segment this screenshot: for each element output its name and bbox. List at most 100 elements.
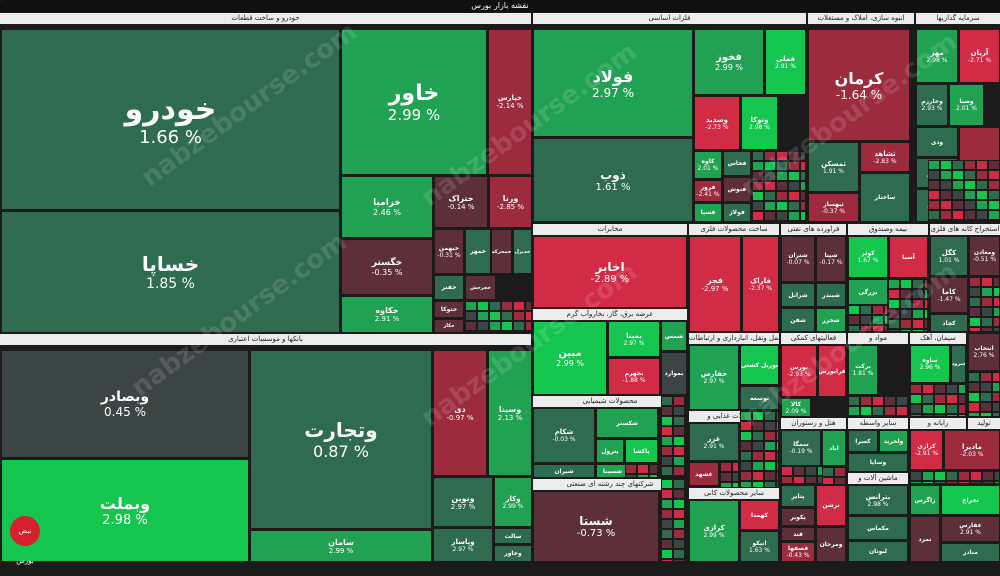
stock-tile-small[interactable] [752,441,764,451]
stock-tile-small[interactable] [720,472,732,482]
stock-tile-fvrooz[interactable]: فروز -2.41 % [694,180,722,202]
stock-tile-small[interactable] [872,396,884,406]
sector-header-metals[interactable]: فلزات اساسی [533,13,806,24]
stock-tile-small[interactable] [900,309,912,319]
stock-tile-shasta[interactable]: شستا -0.73 % [533,491,659,562]
stock-tile-vtejarat[interactable]: وتجارت 0.87 % [250,350,432,529]
stock-tile-small[interactable] [848,396,860,406]
stock-tile-small[interactable] [776,471,779,481]
stock-tile-small[interactable] [994,481,1000,484]
stock-tile-small[interactable] [992,412,1000,417]
stock-tile-small[interactable] [764,421,776,431]
stock-tile-small[interactable] [673,476,685,478]
stock-tile-fvalazh[interactable]: فولاژ [723,203,751,222]
stock-tile-small[interactable] [988,200,1000,210]
stock-tile-small[interactable] [988,210,1000,220]
stock-tile-ptrol[interactable]: پترول [596,439,624,463]
stock-tile-small[interactable] [752,211,764,221]
stock-tile-kmaden[interactable]: ومعادن -0.51 % [969,236,1000,276]
stock-tile-small[interactable] [958,481,970,484]
stock-tile-small[interactable] [872,315,884,325]
stock-tile-bmpna[interactable]: بمپنا 2.97 % [608,321,660,357]
stock-tile-barkat[interactable]: برکت 1.81 % [848,345,878,395]
stock-tile-vnovin[interactable]: ونوین 2.97 % [433,477,493,527]
stock-tile-small[interactable] [800,191,806,201]
stock-tile-shfan[interactable]: شفن [781,308,815,332]
stock-tile-small[interactable] [952,170,964,180]
stock-tile-small[interactable] [661,519,673,529]
stock-tile-small[interactable] [513,331,525,333]
stock-tile-small[interactable] [764,181,776,191]
stock-tile-bazrangi[interactable]: بزرگی [848,279,888,305]
stock-tile-small[interactable] [788,171,800,181]
stock-tile-small[interactable] [994,471,1000,481]
stock-tile-small[interactable] [673,426,685,436]
stock-tile-small[interactable] [922,471,934,481]
stock-tile-small[interactable] [988,220,1000,222]
stock-tile-small[interactable] [981,277,993,287]
stock-tile-small[interactable] [928,220,940,222]
stock-tile-small[interactable] [661,489,673,499]
stock-tile-small[interactable] [976,190,988,200]
stock-tile-fkhooz[interactable]: فخوز 2.99 % [694,29,764,95]
stock-tile-small[interactable] [764,201,776,211]
stock-tile-small[interactable] [649,464,658,474]
sector-header-refinery[interactable]: فراورده های نفتی [781,224,846,235]
stock-tile-small[interactable] [625,464,637,474]
stock-tile-small[interactable] [661,499,673,509]
stock-tile-small[interactable] [776,421,779,431]
stock-tile-small[interactable] [788,191,800,201]
stock-tile-small[interactable] [934,481,946,484]
stock-tile-vrana[interactable]: ورنا -2.85 % [489,176,532,228]
stock-tile-lbuta[interactable]: لبوتان [848,541,908,562]
stock-tile-small[interactable] [928,160,940,170]
stock-tile-vbsader[interactable]: وبصادر 0.45 % [1,350,249,458]
stock-tile-small[interactable] [924,319,928,329]
stock-tile-small[interactable] [988,170,1000,180]
stock-tile-small[interactable] [685,479,687,489]
stock-tile-vkhavar[interactable]: وخاور [494,545,532,562]
stock-tile-small[interactable] [981,307,993,317]
stock-tile-small[interactable] [752,481,764,488]
stock-tile-small[interactable] [525,311,532,321]
stock-tile-small[interactable] [673,416,685,426]
stock-tile-small[interactable] [952,210,964,220]
stock-tile-entekhab[interactable]: انتخاب 2.76 % [968,333,1000,371]
stock-tile-small[interactable] [822,467,834,477]
stock-tile-small[interactable] [776,481,779,488]
stock-tile-small[interactable] [928,170,940,180]
stock-tile-small[interactable] [958,394,966,404]
stock-tile-small[interactable] [501,321,513,331]
stock-tile-ekhtiar[interactable]: انیکو 1.63 % [740,531,779,562]
stock-tile-small[interactable] [788,211,800,221]
stock-tile-small[interactable] [993,297,1000,307]
stock-tile-small[interactable] [860,406,872,416]
stock-tile-small[interactable] [764,191,776,201]
stock-tile-khodro[interactable]: خودرو 1.66 % [1,29,340,210]
stock-tile-small[interactable] [922,404,934,414]
stock-tile-small[interactable] [910,481,922,484]
stock-tile-vsapa2[interactable]: وساپا [848,453,908,472]
stock-tile-small[interactable] [924,299,928,309]
sector-header-materials[interactable]: مواد و [848,333,908,344]
stock-tile-khtoka[interactable]: ختوکا [434,301,464,318]
stock-tile-small[interactable] [924,289,928,299]
stock-tile-vbmellat[interactable]: وبملت 2.98 % [1,459,249,562]
stock-tile-small[interactable] [910,394,922,404]
stock-tile-small[interactable] [740,451,752,461]
stock-tile-small[interactable] [732,462,739,472]
stock-tile-small[interactable] [928,210,940,220]
stock-tile-small[interactable] [888,309,900,319]
stock-tile-small[interactable] [980,412,992,417]
stock-tile-small[interactable] [740,431,752,441]
stock-tile-small[interactable] [910,384,922,394]
stock-tile-small[interactable] [964,180,976,190]
stock-tile-small[interactable] [501,311,513,321]
stock-tile-small[interactable] [685,466,687,476]
stock-tile-small[interactable] [922,481,934,484]
stock-tile-small[interactable] [964,210,976,220]
stock-tile-shpna[interactable]: شپنا -0.17 % [816,236,846,282]
stock-tile-small[interactable] [884,305,888,315]
stock-tile-small[interactable] [946,471,958,481]
stock-tile-small[interactable] [477,311,489,321]
